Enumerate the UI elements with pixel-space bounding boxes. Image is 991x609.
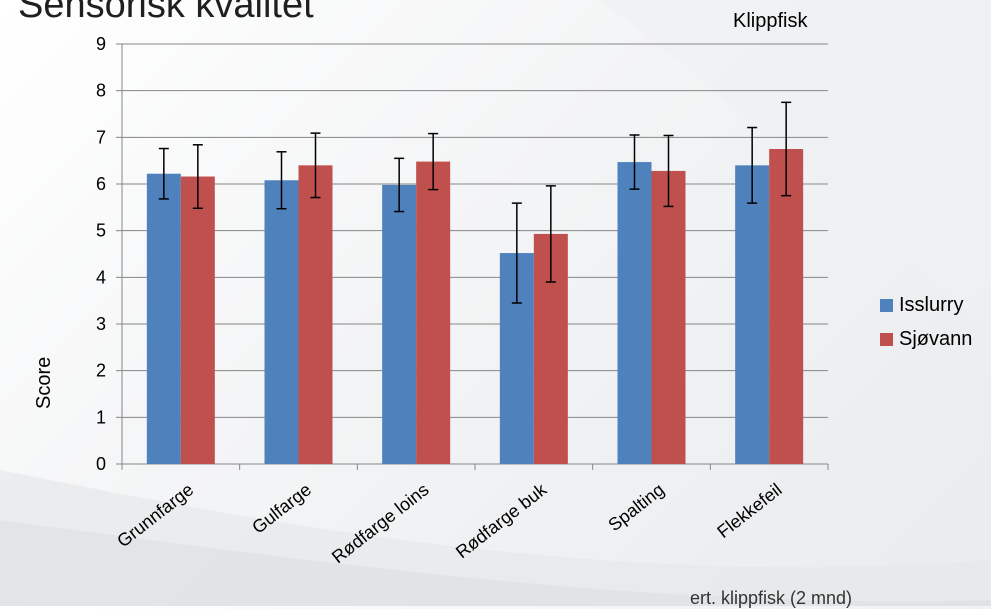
chart-title: Klippfisk xyxy=(733,10,808,32)
slide-title: Sensorisk kvalitet xyxy=(18,0,314,26)
legend-label-sjovann: Sjøvann xyxy=(899,327,973,350)
bar xyxy=(180,176,215,465)
y-tick-label: 5 xyxy=(96,221,106,241)
bar xyxy=(651,170,686,464)
bar xyxy=(382,184,417,464)
legend: Isslurry Sjøvann xyxy=(880,292,972,360)
y-tick-label: 6 xyxy=(96,174,106,194)
y-tick-label: 0 xyxy=(96,454,106,474)
legend-swatch-sjovann xyxy=(880,332,893,346)
x-category-label: Grunnfarge xyxy=(113,479,197,551)
bar xyxy=(264,180,299,464)
x-category-label: Spalting xyxy=(604,479,668,535)
legend-item-isslurry: Isslurry xyxy=(880,292,972,318)
y-tick-label: 4 xyxy=(96,267,106,287)
y-tick-label: 3 xyxy=(96,314,106,334)
y-tick-label: 1 xyxy=(96,407,106,427)
bar xyxy=(298,165,333,465)
legend-label-isslurry: Isslurry xyxy=(899,293,964,316)
bar xyxy=(146,173,181,464)
bar xyxy=(416,161,451,464)
y-tick-label: 8 xyxy=(96,81,106,101)
y-tick-label: 9 xyxy=(96,34,106,54)
x-category-label: Gulfarge xyxy=(248,479,315,537)
y-tick-label: 2 xyxy=(96,361,106,381)
x-category-label: Flekkefeil xyxy=(713,479,785,542)
x-category-label: Rødfarge loins xyxy=(328,479,433,567)
bar xyxy=(617,162,652,465)
x-category-label: Rødfarge buk xyxy=(452,479,551,563)
y-tick-label: 7 xyxy=(96,127,106,147)
bar xyxy=(769,149,804,464)
legend-item-sjovann: Sjøvann xyxy=(880,326,972,352)
legend-swatch-isslurry xyxy=(880,298,893,312)
bar xyxy=(735,165,770,465)
footer-note: ert. klippfisk (2 mnd) xyxy=(690,588,853,608)
